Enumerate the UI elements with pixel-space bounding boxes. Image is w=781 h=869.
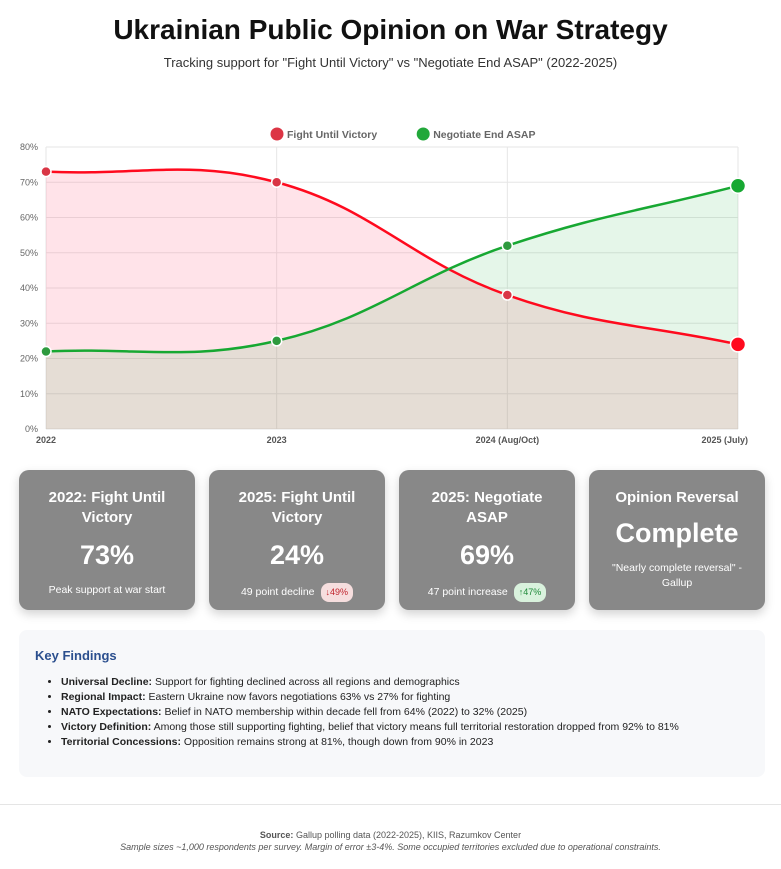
page-subtitle: Tracking support for "Fight Until Victor…	[163, 55, 618, 70]
finding-item: Regional Impact: Eastern Ukraine now fav…	[61, 690, 749, 705]
series-line-1	[45, 184, 739, 354]
methodology-note: Sample sizes ~1,000 respondents per surv…	[120, 842, 661, 852]
card-title: 2025: Fight Until Victory	[238, 489, 356, 526]
data-point	[270, 176, 283, 188]
card-value: 24%	[269, 540, 325, 570]
line-chart: 0% 10% 20% 30% 40% 50% 60% 70% 80% 2022 2023 2024 (…	[20, 127, 748, 445]
stat-card-2022-fight: 2022: Fight Until Victory 73% Peak suppo…	[19, 470, 195, 610]
card-desc: 49 point decline	[240, 586, 315, 598]
y-tick-label: 20%	[20, 354, 38, 364]
data-point	[40, 345, 52, 358]
finding-item: Universal Decline: Support for fighting …	[61, 675, 749, 690]
series-area-0	[46, 169, 738, 429]
card-value: 69%	[459, 540, 515, 570]
x-tick-label: 2022	[36, 435, 56, 445]
x-tick-label: 2024 (Aug/Oct)	[476, 435, 540, 445]
y-tick-label: 10%	[20, 389, 38, 399]
increase-badge: ↑47%	[513, 583, 547, 602]
y-tick-label: 0%	[25, 424, 38, 434]
decline-badge: ↓49%	[320, 583, 354, 602]
legend-label: Fight Until Victory	[287, 129, 377, 141]
card-title: Opinion Reversal	[615, 489, 739, 506]
legend-marker	[416, 127, 430, 141]
source-label: Source:	[259, 830, 294, 840]
legend-marker	[270, 127, 284, 141]
y-tick-label: 70%	[20, 177, 38, 187]
x-tick-label: 2025 (July)	[701, 435, 748, 445]
y-tick-label: 40%	[20, 283, 38, 293]
page-title: Ukrainian Public Opinion on War Strategy	[113, 14, 668, 45]
finding-item: Territorial Concessions: Opposition rema…	[61, 735, 749, 750]
card-desc: 47 point increase	[427, 586, 508, 598]
card-value: Complete	[615, 518, 739, 548]
card-value: 73%	[79, 540, 135, 570]
card-desc: "Nearly complete reversal" - Gallup	[612, 562, 742, 589]
y-tick-label: 30%	[20, 318, 38, 328]
key-findings-title: Key Findings	[35, 648, 117, 663]
card-desc: Peak support at war start	[48, 584, 166, 596]
data-point	[40, 165, 52, 178]
x-tick-label: 2023	[267, 435, 287, 445]
series-line-0	[45, 168, 739, 346]
data-point	[501, 239, 514, 252]
key-findings: Key Findings Universal Decline: Support …	[19, 630, 765, 777]
stat-card-2025-negotiate: 2025: Negotiate ASAP 69% 47 point increa…	[399, 470, 575, 610]
legend-label: Negotiate End ASAP	[433, 129, 535, 141]
footer: Source: Gallup polling data (2022-2025),…	[0, 804, 781, 853]
data-point	[501, 289, 514, 301]
y-tick-label: 80%	[20, 142, 38, 152]
source-text: Gallup polling data (2022-2025), KIIS, R…	[293, 830, 522, 840]
data-point	[729, 177, 747, 195]
card-title: 2022: Fight Until Victory	[48, 489, 166, 526]
y-tick-label: 50%	[20, 248, 38, 258]
series-area-1	[46, 185, 738, 429]
data-point	[270, 335, 283, 347]
finding-item: Victory Definition: Among those still su…	[61, 720, 749, 735]
card-title: 2025: Negotiate ASAP	[431, 489, 543, 526]
data-point	[729, 336, 747, 353]
y-tick-label: 60%	[20, 213, 38, 223]
finding-item: NATO Expectations: Belief in NATO member…	[61, 705, 749, 720]
stat-card-opinion-reversal: Opinion Reversal Complete "Nearly comple…	[589, 470, 765, 610]
stat-card-2025-fight: 2025: Fight Until Victory 24% 49 point d…	[209, 470, 385, 610]
